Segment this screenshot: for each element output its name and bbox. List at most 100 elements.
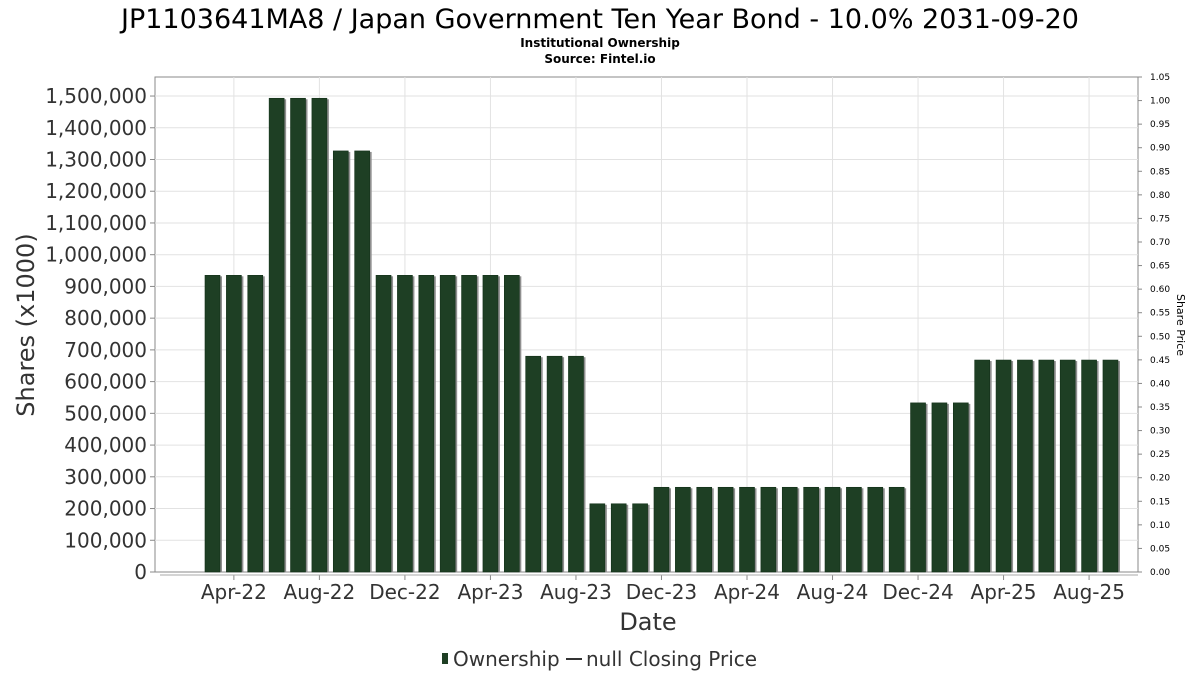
ownership-bar xyxy=(397,275,413,573)
y-axis-title: Shares (x1000) xyxy=(12,233,40,416)
ownership-bar xyxy=(418,275,435,573)
ownership-bar xyxy=(461,275,477,573)
y-tick-label: 800,000 xyxy=(64,306,147,330)
y-tick-label: 1,200,000 xyxy=(45,179,147,203)
ownership-bar xyxy=(846,486,862,573)
y-axis-ticks: 0 100,000 200,000 300,000 400,000 500,000 600,… xyxy=(45,84,155,584)
y-tick-label: 100,000 xyxy=(64,528,147,552)
legend-ownership-label: Ownership xyxy=(453,647,560,671)
right-tick-label: 0.05 xyxy=(1150,544,1170,554)
right-tick-label: 0.15 xyxy=(1150,497,1170,507)
right-tick-label: 1.05 xyxy=(1150,73,1170,83)
right-axis-title: Share Price xyxy=(1174,294,1187,356)
ownership-bar xyxy=(204,275,221,573)
ownership-bar xyxy=(867,486,884,573)
x-axis-ticks: Apr-22 Aug-22 Dec-22 Apr-23 Aug-23 Dec-23 Apr-… xyxy=(201,575,1125,604)
ownership-bar xyxy=(952,402,969,573)
ownership-bar xyxy=(974,359,990,573)
x-tick-label: Dec-22 xyxy=(369,580,440,604)
ownership-bar xyxy=(632,503,648,573)
ownership-bar xyxy=(247,275,264,573)
x-tick-label: Dec-24 xyxy=(882,580,953,604)
right-tick-label: 0.10 xyxy=(1150,521,1170,531)
right-tick-label: 0.80 xyxy=(1150,191,1170,201)
right-tick-label: 0.90 xyxy=(1150,144,1170,154)
right-tick-label: 0.50 xyxy=(1150,332,1170,342)
legend: Ownership null Closing Price xyxy=(442,647,757,671)
y-tick-label: 1,500,000 xyxy=(45,84,147,108)
ownership-bar xyxy=(589,503,606,573)
ownership-bar xyxy=(717,486,734,573)
right-tick-label: 0.45 xyxy=(1150,356,1170,366)
bars-group xyxy=(204,97,1120,573)
right-axis-ticks: 0.00 0.05 0.10 0.15 0.20 0.25 0.30 0.35 0.40 0.45… xyxy=(1138,73,1170,578)
x-tick-label: Aug-25 xyxy=(1053,580,1125,604)
y-tick-label: 0 xyxy=(134,560,147,584)
x-tick-label: Apr-23 xyxy=(457,580,523,604)
x-tick-label: Dec-23 xyxy=(626,580,697,604)
chart-subtitle: Institutional Ownership xyxy=(520,36,680,50)
ownership-bar xyxy=(1081,359,1097,573)
ownership-bar xyxy=(931,402,948,573)
right-tick-label: 0.65 xyxy=(1150,262,1170,272)
right-tick-label: 0.55 xyxy=(1150,309,1170,319)
right-tick-label: 0.25 xyxy=(1150,450,1170,460)
y-tick-label: 700,000 xyxy=(64,338,147,362)
right-tick-label: 0.85 xyxy=(1150,167,1170,177)
y-tick-label: 300,000 xyxy=(64,465,147,489)
right-tick-label: 0.60 xyxy=(1150,285,1170,295)
right-tick-label: 0.75 xyxy=(1150,214,1170,224)
x-tick-label: Apr-24 xyxy=(714,580,780,604)
ownership-bar xyxy=(525,355,542,573)
ownership-bar xyxy=(546,355,563,573)
ownership-bar xyxy=(739,486,755,573)
ownership-bar xyxy=(675,486,691,573)
chart-title: JP1103641MA8 / Japan Government Ten Year… xyxy=(119,4,1079,35)
x-tick-label: Aug-23 xyxy=(540,580,612,604)
ownership-bar xyxy=(268,97,285,573)
ownership-bar xyxy=(290,97,306,573)
ownership-bar xyxy=(760,486,777,573)
ownership-bar xyxy=(1038,359,1055,573)
y-tick-label: 400,000 xyxy=(64,433,147,457)
right-tick-label: 0.30 xyxy=(1150,427,1170,437)
x-axis-title: Date xyxy=(619,608,676,636)
ownership-bar xyxy=(1102,359,1119,573)
right-tick-label: 0.35 xyxy=(1150,403,1170,413)
y-tick-label: 1,300,000 xyxy=(45,148,147,172)
ownership-bar xyxy=(1017,359,1033,573)
ownership-bar xyxy=(375,275,392,573)
x-tick-label: Aug-22 xyxy=(284,580,356,604)
ownership-bar xyxy=(610,503,627,573)
right-tick-label: 0.00 xyxy=(1150,568,1170,578)
right-tick-label: 0.70 xyxy=(1150,238,1170,248)
x-tick-label: Apr-25 xyxy=(971,580,1037,604)
x-tick-label: Apr-22 xyxy=(201,580,267,604)
y-tick-label: 200,000 xyxy=(64,497,147,521)
legend-price-label: null Closing Price xyxy=(586,647,757,671)
y-tick-label: 1,100,000 xyxy=(45,211,147,235)
right-tick-label: 0.40 xyxy=(1150,379,1170,389)
ownership-bar xyxy=(824,486,841,573)
ownership-bar xyxy=(354,150,370,573)
right-tick-label: 0.95 xyxy=(1150,120,1170,130)
ownership-bar xyxy=(439,275,456,573)
right-tick-label: 1.00 xyxy=(1150,97,1170,107)
ownership-bar xyxy=(482,275,499,573)
ownership-bar xyxy=(1059,359,1076,573)
x-tick-label: Aug-24 xyxy=(797,580,869,604)
ownership-bar xyxy=(226,275,242,573)
y-tick-label: 1,400,000 xyxy=(45,116,147,140)
ownership-bar xyxy=(910,402,926,573)
legend-ownership-swatch xyxy=(442,653,448,664)
ownership-bar xyxy=(332,150,349,573)
ownership-bar xyxy=(888,486,905,573)
ownership-bar xyxy=(568,355,584,573)
y-tick-label: 500,000 xyxy=(64,401,147,425)
y-tick-label: 600,000 xyxy=(64,370,147,394)
y-tick-label: 900,000 xyxy=(64,274,147,298)
ownership-bar xyxy=(504,275,520,573)
chart-source: Source: Fintel.io xyxy=(544,52,655,66)
ownership-bar xyxy=(995,359,1012,573)
